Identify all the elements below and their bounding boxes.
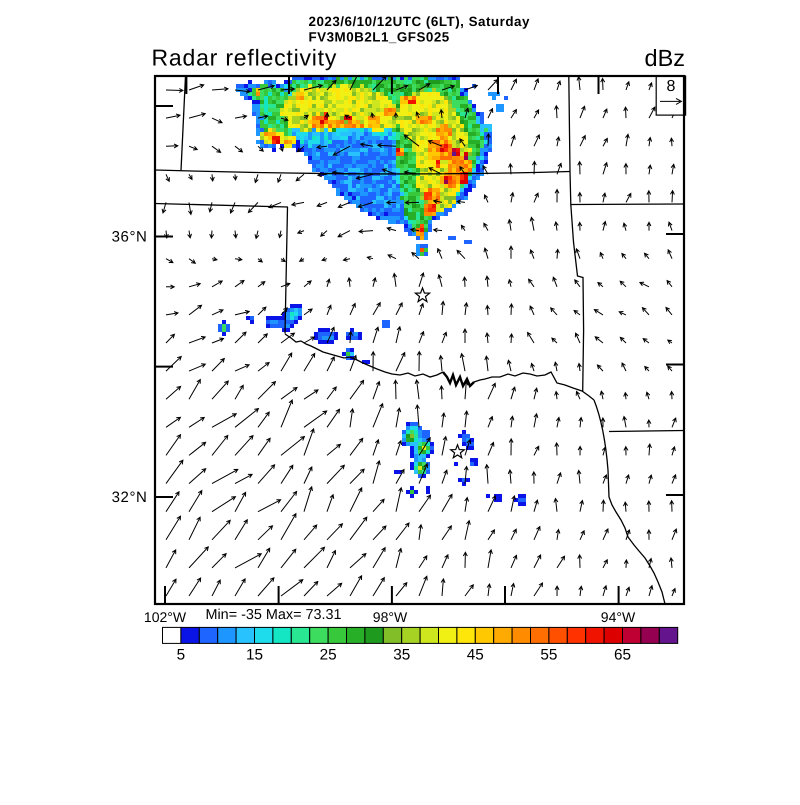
svg-text:8: 8 — [667, 78, 676, 95]
svg-text:25: 25 — [320, 647, 337, 664]
svg-text:dBz: dBz — [645, 45, 686, 71]
svg-text:98°W: 98°W — [373, 609, 408, 625]
svg-text:94°W: 94°W — [601, 609, 636, 625]
svg-text:Min= -35 Max= 73.31: Min= -35 Max= 73.31 — [206, 607, 342, 623]
svg-text:2023/6/10/12UTC (6LT), Saturda: 2023/6/10/12UTC (6LT), Saturday — [309, 14, 530, 29]
svg-text:45: 45 — [467, 647, 484, 664]
svg-text:65: 65 — [614, 647, 631, 664]
svg-text:Radar reflectivity: Radar reflectivity — [152, 45, 338, 71]
svg-text:5: 5 — [177, 647, 186, 664]
svg-text:55: 55 — [540, 647, 557, 664]
svg-text:32°N: 32°N — [112, 489, 148, 506]
svg-text:35: 35 — [393, 647, 410, 664]
svg-text:FV3M0B2L1_GFS025: FV3M0B2L1_GFS025 — [309, 30, 450, 45]
svg-text:36°N: 36°N — [112, 229, 148, 246]
svg-text:102°W: 102°W — [144, 609, 187, 625]
svg-text:15: 15 — [246, 647, 263, 664]
